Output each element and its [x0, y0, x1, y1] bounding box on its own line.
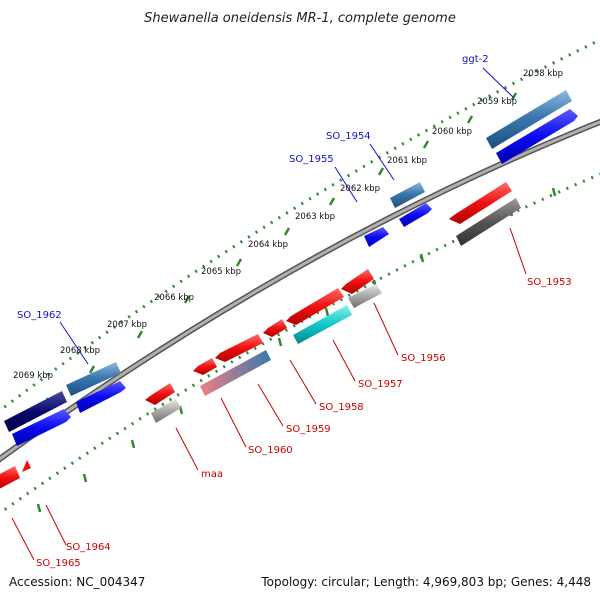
tick-label: 2060 kbp: [432, 127, 472, 137]
feature-cds-blue[interactable]: [496, 109, 578, 164]
feature-so-1965[interactable]: [0, 466, 20, 489]
feature-cds-blue[interactable]: [12, 409, 71, 446]
gene-label-ggt-2[interactable]: ggt-2: [462, 54, 489, 65]
reverse-tick-track: [0, 172, 600, 515]
feature-cds-grey[interactable]: [348, 284, 382, 308]
feature-so-1962[interactable]: [66, 362, 121, 396]
tick-label: 2063 kbp: [295, 212, 335, 222]
feature-so-1958[interactable]: [263, 319, 287, 337]
map-title: Shewanella oneidensis MR-1, complete gen…: [144, 11, 456, 26]
gene-label-so-1954[interactable]: SO_1954: [326, 131, 371, 142]
tick-label: 2067 kbp: [107, 320, 147, 330]
reverse-major-ticks: [36, 187, 557, 513]
gene-label-maa[interactable]: maa: [201, 469, 223, 480]
forward-leaders: [59, 67, 515, 365]
reverse-leaders: [11, 227, 527, 561]
forward-features: [4, 90, 578, 446]
reverse-gene-labels: SO_1953 SO_1956 SO_1957 SO_1958 SO_1959 …: [36, 277, 572, 569]
gene-label-so-1959[interactable]: SO_1959: [286, 424, 331, 435]
feature-cds-blue[interactable]: [76, 381, 126, 413]
feature-so-1955[interactable]: [364, 227, 389, 247]
tick-label: 2058 kbp: [523, 69, 563, 79]
gene-label-so-1962[interactable]: SO_1962: [17, 310, 62, 321]
tick-label: 2062 kbp: [340, 184, 380, 194]
accession-text: Accession: NC_004347: [9, 575, 145, 589]
feature-so-1959[interactable]: [215, 334, 263, 362]
feature-so-1956[interactable]: [341, 269, 374, 294]
gene-label-so-1956[interactable]: SO_1956: [401, 353, 446, 364]
gene-label-so-1965[interactable]: SO_1965: [36, 558, 81, 569]
tick-label: 2065 kbp: [201, 267, 241, 277]
feature-so-1960[interactable]: [193, 358, 217, 375]
tick-label: 2066 kbp: [154, 293, 194, 303]
tick-labels: 2058 kbp 2059 kbp 2060 kbp 2061 kbp 2062…: [13, 69, 563, 381]
feature-maa[interactable]: [145, 383, 175, 405]
tick-label: 2059 kbp: [477, 97, 517, 107]
feature-so-1964[interactable]: [22, 460, 31, 472]
gene-label-so-1953[interactable]: SO_1953: [527, 277, 572, 288]
feature-cds-grey[interactable]: [151, 399, 181, 423]
feature-cds-pink[interactable]: [200, 350, 271, 396]
feature-so-1953[interactable]: [449, 182, 512, 224]
feature-so-1954[interactable]: [390, 182, 425, 208]
feature-cds-blue[interactable]: [399, 203, 432, 227]
gene-label-so-1964[interactable]: SO_1964: [66, 542, 111, 553]
feature-cds-navy[interactable]: [4, 391, 67, 432]
forward-gene-labels: ggt-2 SO_1954 SO_1955 SO_1962: [17, 54, 489, 321]
tick-label: 2061 kbp: [387, 156, 427, 166]
feature-cds-darkgrey[interactable]: [456, 198, 521, 246]
genome-summary-text: Topology: circular; Length: 4,969,803 bp…: [260, 575, 591, 589]
feature-ggt-2[interactable]: [486, 90, 572, 149]
tick-label: 2068 kbp: [60, 346, 100, 356]
tick-label: 2069 kbp: [13, 371, 53, 381]
gene-label-so-1958[interactable]: SO_1958: [319, 402, 364, 413]
gene-label-so-1955[interactable]: SO_1955: [289, 154, 334, 165]
gene-label-so-1960[interactable]: SO_1960: [248, 445, 293, 456]
gene-label-so-1957[interactable]: SO_1957: [358, 379, 403, 390]
reverse-features: [0, 182, 521, 489]
feature-so-1957[interactable]: [286, 288, 344, 325]
feature-cds-cyan[interactable]: [293, 305, 352, 344]
genome-backbone: [0, 118, 600, 463]
tick-label: 2064 kbp: [248, 240, 288, 250]
